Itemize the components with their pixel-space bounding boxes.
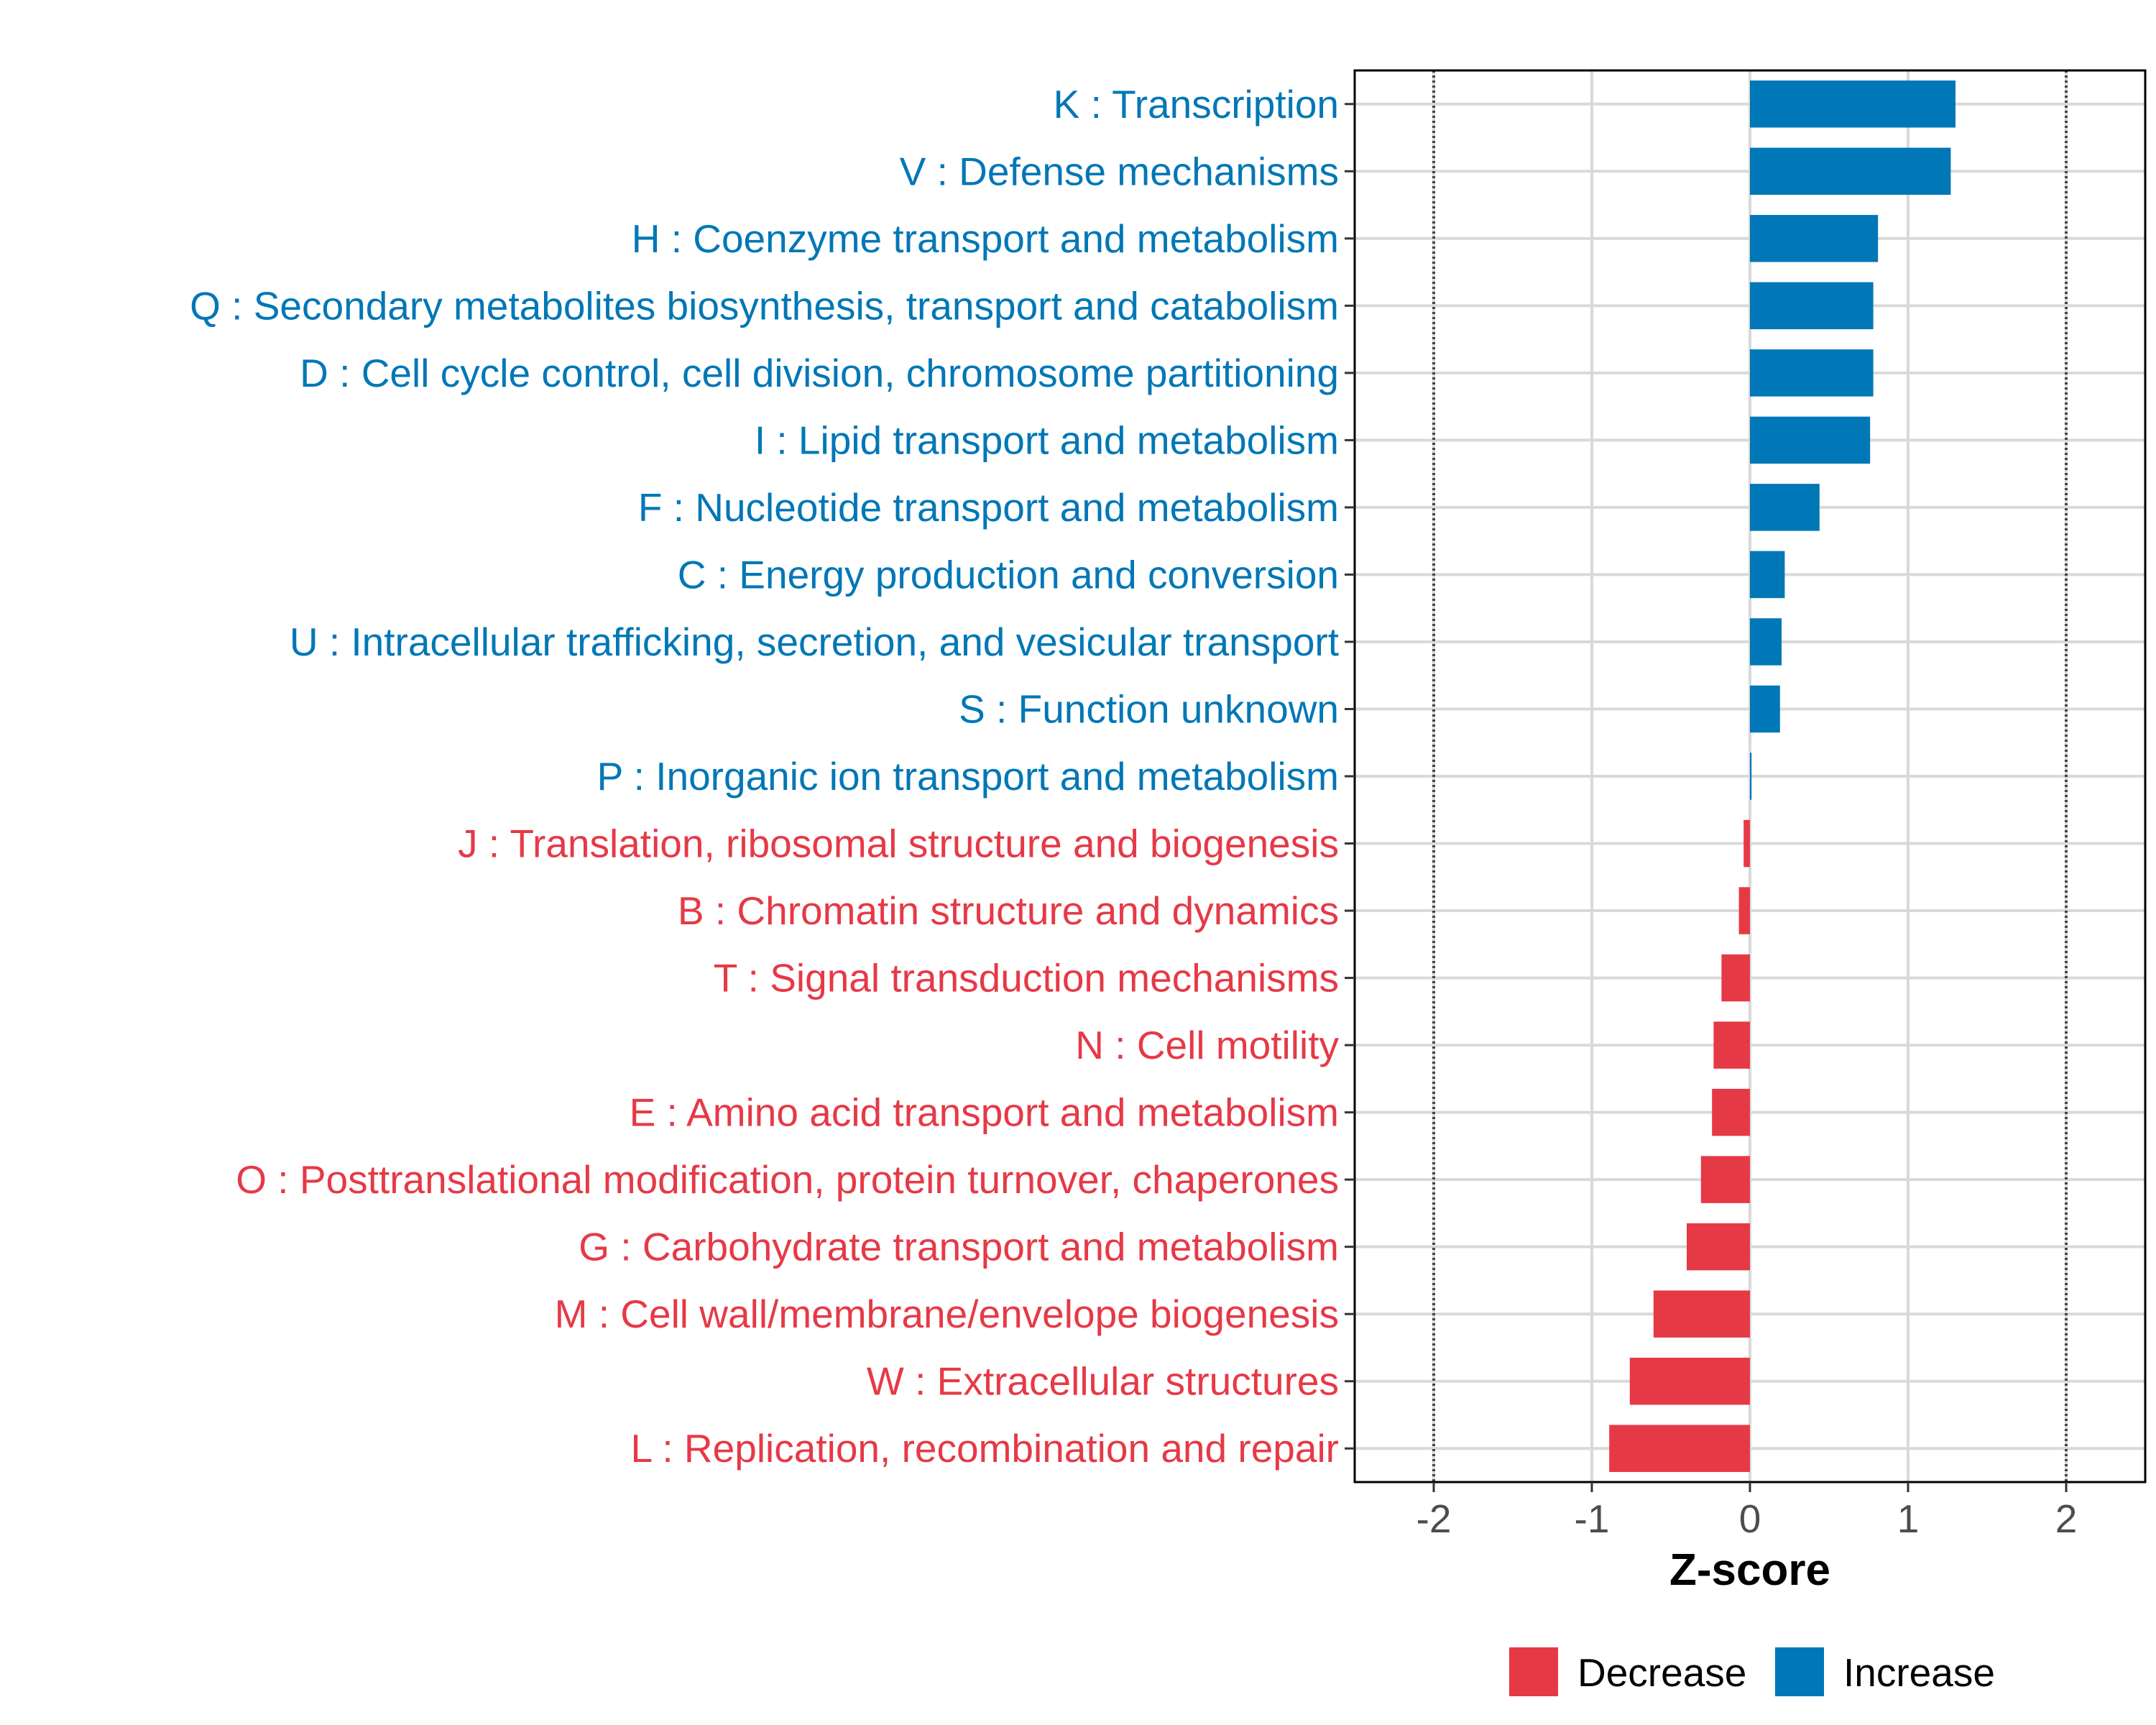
bar bbox=[1712, 1088, 1750, 1136]
legend-swatch bbox=[1775, 1647, 1824, 1696]
y-tick-label: I : Lipid transport and metabolism bbox=[755, 418, 1339, 462]
y-tick-label: C : Energy production and conversion bbox=[678, 552, 1339, 597]
y-tick-label: F : Nucleotide transport and metabolism bbox=[638, 485, 1339, 530]
bar bbox=[1743, 819, 1750, 868]
y-tick-label: W : Extracellular structures bbox=[867, 1359, 1339, 1404]
x-tick-label: 0 bbox=[1739, 1496, 1761, 1541]
bar bbox=[1653, 1290, 1750, 1338]
legend-label: Increase bbox=[1843, 1650, 1995, 1695]
y-tick-label: T : Signal transduction mechanisms bbox=[714, 956, 1339, 1000]
bar bbox=[1750, 753, 1752, 800]
y-tick-label: G : Carbohydrate transport and metabolis… bbox=[579, 1225, 1339, 1269]
bar bbox=[1750, 551, 1785, 599]
bar bbox=[1750, 80, 1955, 128]
bar bbox=[1750, 618, 1782, 666]
legend-swatch bbox=[1509, 1647, 1558, 1696]
x-axis: -2 -1 0 1 2 bbox=[1416, 1482, 2078, 1541]
bar bbox=[1750, 685, 1780, 733]
reference-lines bbox=[1432, 70, 2068, 1482]
bars bbox=[1609, 80, 1955, 1472]
bar bbox=[1721, 954, 1750, 1002]
bar bbox=[1750, 484, 1820, 531]
y-axis: K : Transcription V : Defense mechanisms H… bbox=[190, 82, 1355, 1471]
y-tick-label: M : Cell wall/membrane/envelope biogenes… bbox=[555, 1292, 1339, 1336]
bar bbox=[1750, 215, 1879, 262]
y-tick-label: N : Cell motility bbox=[1075, 1023, 1339, 1067]
y-tick-label: H : Coenzyme transport and metabolism bbox=[632, 216, 1339, 261]
y-tick-label: B : Chromatin structure and dynamics bbox=[678, 888, 1339, 933]
y-tick-label: Q : Secondary metabolites biosynthesis, … bbox=[190, 283, 1339, 328]
x-tick-label: -1 bbox=[1575, 1496, 1610, 1541]
y-tick-label: D : Cell cycle control, cell division, c… bbox=[300, 351, 1339, 395]
x-tick-label: 1 bbox=[1897, 1496, 1920, 1541]
x-axis-title: Z-score bbox=[1669, 1545, 1830, 1595]
bar bbox=[1750, 147, 1951, 196]
legend-label: Decrease bbox=[1577, 1650, 1746, 1695]
y-tick-label: K : Transcription bbox=[1054, 82, 1339, 126]
y-tick-label: J : Translation, ribosomal structure and… bbox=[458, 822, 1339, 866]
legend: Decrease Increase bbox=[1509, 1647, 1995, 1696]
y-tick-label: P : Inorganic ion transport and metaboli… bbox=[597, 754, 1339, 799]
y-tick-label: V : Defense mechanisms bbox=[900, 149, 1339, 193]
bar bbox=[1609, 1425, 1750, 1472]
y-tick-label: L : Replication, recombination and repai… bbox=[631, 1426, 1339, 1471]
bar bbox=[1700, 1156, 1750, 1203]
y-tick-label: E : Amino acid transport and metabolism bbox=[630, 1090, 1339, 1135]
y-tick-label: S : Function unknown bbox=[959, 686, 1339, 731]
bar bbox=[1750, 416, 1871, 464]
bar bbox=[1738, 887, 1750, 934]
bar bbox=[1713, 1021, 1750, 1069]
y-tick-label: O : Posttranslational modification, prot… bbox=[236, 1157, 1339, 1202]
bar bbox=[1629, 1357, 1750, 1405]
x-tick-label: -2 bbox=[1416, 1496, 1452, 1541]
y-tick-label: U : Intracellular trafficking, secretion… bbox=[290, 620, 1339, 664]
bar bbox=[1687, 1223, 1750, 1271]
bar bbox=[1750, 282, 1874, 330]
bar bbox=[1750, 349, 1874, 397]
x-tick-label: 2 bbox=[2055, 1496, 2078, 1541]
